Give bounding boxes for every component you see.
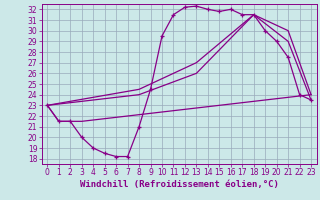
X-axis label: Windchill (Refroidissement éolien,°C): Windchill (Refroidissement éolien,°C) bbox=[80, 180, 279, 189]
